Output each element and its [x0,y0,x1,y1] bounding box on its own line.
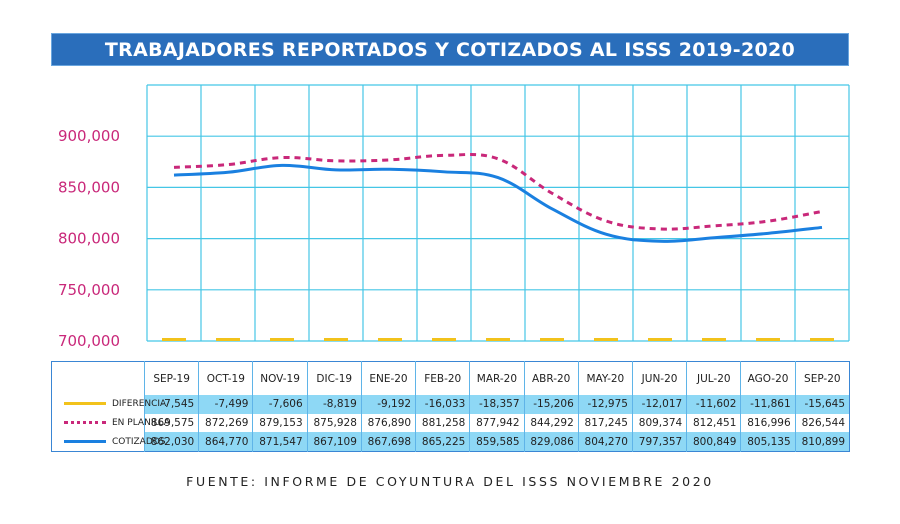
y-tick-label: 900,000 [58,127,120,145]
table-cell: 810,899 [794,432,850,452]
table-cell: -7,499 [198,395,253,414]
table-cell: 797,357 [631,432,687,452]
legend-line-icon [64,402,106,406]
table-cell: 879,153 [252,413,308,433]
table-cell: 872,269 [198,413,253,433]
table-cell: 867,698 [360,432,416,452]
table-cell: 875,928 [306,413,362,433]
table-row: DIFERENCIA -7,545 -7,499 -7,606 -8,819 -9,192… [52,395,850,414]
row-legend-label: EN PLANILLA [52,414,170,433]
diferencia-marker [432,338,456,341]
table-column-header: ABR-20 [523,361,579,395]
table-cell: -11,861 [740,395,796,414]
table-cell: 859,585 [469,432,525,452]
diferencia-marker [702,338,726,341]
table-cell: 829,086 [523,432,579,452]
data-table: SEP-19 OCT-19 NOV-19 DIC-19 ENE-20 FEB-20 MAR-… [51,361,850,452]
table-cell: -15,645 [794,395,850,414]
line-chart: 700,000 750,000 800,000 850,000 900,000 [58,84,850,350]
table-column-header: OCT-19 [198,361,253,395]
diferencia-marker [648,338,672,341]
table-column-header: ENE-20 [360,361,416,395]
legend-line-icon [64,439,106,443]
diferencia-marker [486,338,510,341]
chart-title: TRABAJADORES REPORTADOS Y COTIZADOS AL I… [104,38,796,61]
diferencia-marker [756,338,780,341]
table-column-header: SEP-19 [143,361,199,395]
table-cell: 881,258 [415,413,470,433]
y-tick-label: 700,000 [58,332,120,350]
table-row: COTIZADOS 862,030 864,770 871,547 867,109 867… [52,432,850,452]
table-cell: 864,770 [198,432,253,452]
legend-text: COTIZADOS [112,436,166,447]
diferencia-marker [216,338,240,341]
table-cell: -7,606 [252,395,308,414]
diferencia-markers [162,338,834,341]
table-column-header: NOV-19 [252,361,308,395]
diferencia-marker [540,338,564,341]
table-column-header: JUN-20 [631,361,687,395]
table-cell: 865,225 [415,432,470,452]
table-cell: 862,030 [143,432,199,452]
table-cell: 800,849 [686,432,741,452]
diferencia-marker [594,338,618,341]
table-cell: -11,602 [686,395,741,414]
cotizados-line [173,163,823,243]
table-cell: 869,575 [143,413,199,433]
table-cell: 844,292 [523,413,579,433]
diferencia-marker [810,338,834,341]
table-cell: 809,374 [631,413,687,433]
table-cell: 871,547 [252,432,308,452]
table-cell: -7,545 [143,395,199,414]
row-legend-label: COTIZADOS [52,432,166,451]
table-cell: 816,996 [740,413,796,433]
table-cell: 867,109 [306,432,362,452]
table-cell: 877,942 [469,413,525,433]
series-lines [173,152,823,243]
table-cell: 805,135 [740,432,796,452]
table-cell: -12,017 [631,395,687,414]
diferencia-marker [324,338,348,341]
source-footer: FUENTE: INFORME DE COYUNTURA DEL ISSS NO… [186,474,714,489]
legend-text: DIFERENCIA [112,399,167,410]
table-column-header: FEB-20 [415,361,470,395]
table-cell: -16,033 [415,395,470,414]
row-legend-label: DIFERENCIA [52,395,166,414]
y-tick-label: 850,000 [58,178,120,196]
table-column-header: MAR-20 [469,361,525,395]
table-header-row: SEP-19 OCT-19 NOV-19 DIC-19 ENE-20 FEB-20 MAR-… [51,361,850,395]
y-tick-label: 750,000 [58,281,120,299]
table-column-header: DIC-19 [306,361,362,395]
table-cell: -15,206 [523,395,579,414]
chart-title-bar: TRABAJADORES REPORTADOS Y COTIZADOS AL I… [51,33,849,66]
grid [146,84,850,342]
table-column-header: JUL-20 [686,361,741,395]
legend-text: EN PLANILLA [112,417,170,428]
table-cell: -9,192 [360,395,416,414]
table-column-header: MAY-20 [577,361,633,395]
table-cell: -8,819 [306,395,362,414]
table-cell: -18,357 [469,395,525,414]
legend-line-icon [64,420,106,424]
table-column-header: AGO-20 [740,361,796,395]
table-cell: 804,270 [577,432,633,452]
diferencia-marker [270,338,294,341]
table-cell: 812,451 [686,413,741,433]
table-row: EN PLANILLA 869,575 872,269 879,153 875,928 8… [52,413,850,433]
y-tick-label: 800,000 [58,230,120,248]
table-cell: 876,890 [360,413,416,433]
table-cell: 817,245 [577,413,633,433]
table-corner [51,361,145,395]
table-column-header: SEP-20 [794,361,850,395]
table-cell: -12,975 [577,395,633,414]
diferencia-marker [162,338,186,341]
y-axis-ticks: 700,000 750,000 800,000 850,000 900,000 [58,127,120,350]
diferencia-marker [378,338,402,341]
table-cell: 826,544 [794,413,850,433]
